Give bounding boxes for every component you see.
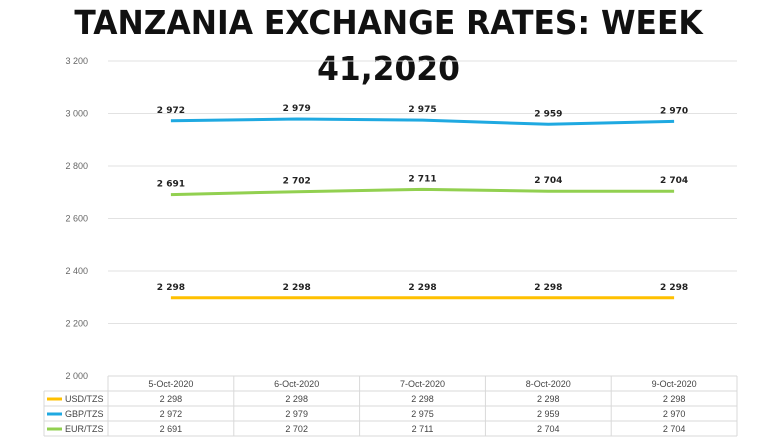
data-label: 2 704: [660, 176, 688, 186]
legend-entry: USD/TZS: [65, 394, 104, 404]
table-cell: 2 691: [160, 424, 183, 434]
data-label: 2 691: [157, 180, 185, 190]
y-tick-label: 2 000: [65, 371, 88, 381]
data-table: 5-Oct-2020 6-Oct-2020 7-Oct-2020 8-Oct-2020…: [43, 375, 738, 437]
legend-entry: GBP/TZS: [65, 409, 104, 419]
x-category-label: 5-Oct-2020: [148, 379, 193, 389]
data-label: 2 970: [660, 106, 688, 116]
data-label: 2 711: [408, 174, 436, 184]
table-cell: 2 702: [285, 424, 308, 434]
x-category-label: 7-Oct-2020: [400, 379, 445, 389]
y-axis-ticks: 2 000 2 200 2 400 2 600 2 800 3 000 3 200: [65, 56, 88, 381]
table-cell: 2 704: [663, 424, 686, 434]
table-cell: 2 979: [285, 409, 308, 419]
table-cell: 2 298: [160, 394, 183, 404]
table-cell: 2 298: [411, 394, 434, 404]
data-label: 2 972: [157, 106, 185, 116]
data-label: 2 298: [534, 283, 562, 293]
table-cell: 2 704: [537, 424, 560, 434]
series-line-eur-tzs: [170, 187, 675, 197]
y-tick-label: 2 800: [65, 161, 88, 171]
table-cell: 2 298: [285, 394, 308, 404]
table-cell: 2 298: [663, 394, 686, 404]
data-label: 2 959: [534, 109, 562, 119]
data-label: 2 979: [283, 104, 311, 114]
data-label: 2 298: [408, 283, 436, 293]
y-tick-label: 2 200: [65, 319, 88, 329]
series-lines: [170, 117, 675, 300]
y-tick-label: 2 600: [65, 214, 88, 224]
table-cell: 2 970: [663, 409, 686, 419]
table-cell: 2 959: [537, 409, 560, 419]
y-tick-label: 3 200: [65, 56, 88, 66]
data-label: 2 298: [157, 283, 185, 293]
data-label: 2 975: [408, 105, 436, 115]
data-label: 2 702: [283, 177, 311, 187]
data-label: 2 704: [534, 176, 562, 186]
data-label: 2 298: [283, 283, 311, 293]
table-cell: 2 711: [412, 424, 434, 434]
y-tick-label: 3 000: [65, 109, 88, 119]
x-category-label: 8-Oct-2020: [526, 379, 571, 389]
chart-title: TANZANIA EXCHANGE RATES: WEEK 41,2020: [74, 3, 703, 88]
table-cell: 2 975: [411, 409, 434, 419]
legend-entry: EUR/TZS: [65, 424, 104, 434]
table-cell: 2 972: [160, 409, 183, 419]
gridlines: [108, 60, 737, 324]
data-labels: 2 298 2 298 2 298 2 298 2 298 2 972 2 979 2 975…: [157, 104, 688, 293]
data-label: 2 298: [660, 283, 688, 293]
x-category-label: 9-Oct-2020: [652, 379, 697, 389]
y-tick-label: 2 400: [65, 266, 88, 276]
series-line-gbp-tzs: [170, 117, 675, 126]
x-category-label: 6-Oct-2020: [274, 379, 319, 389]
table-cell: 2 298: [537, 394, 560, 404]
